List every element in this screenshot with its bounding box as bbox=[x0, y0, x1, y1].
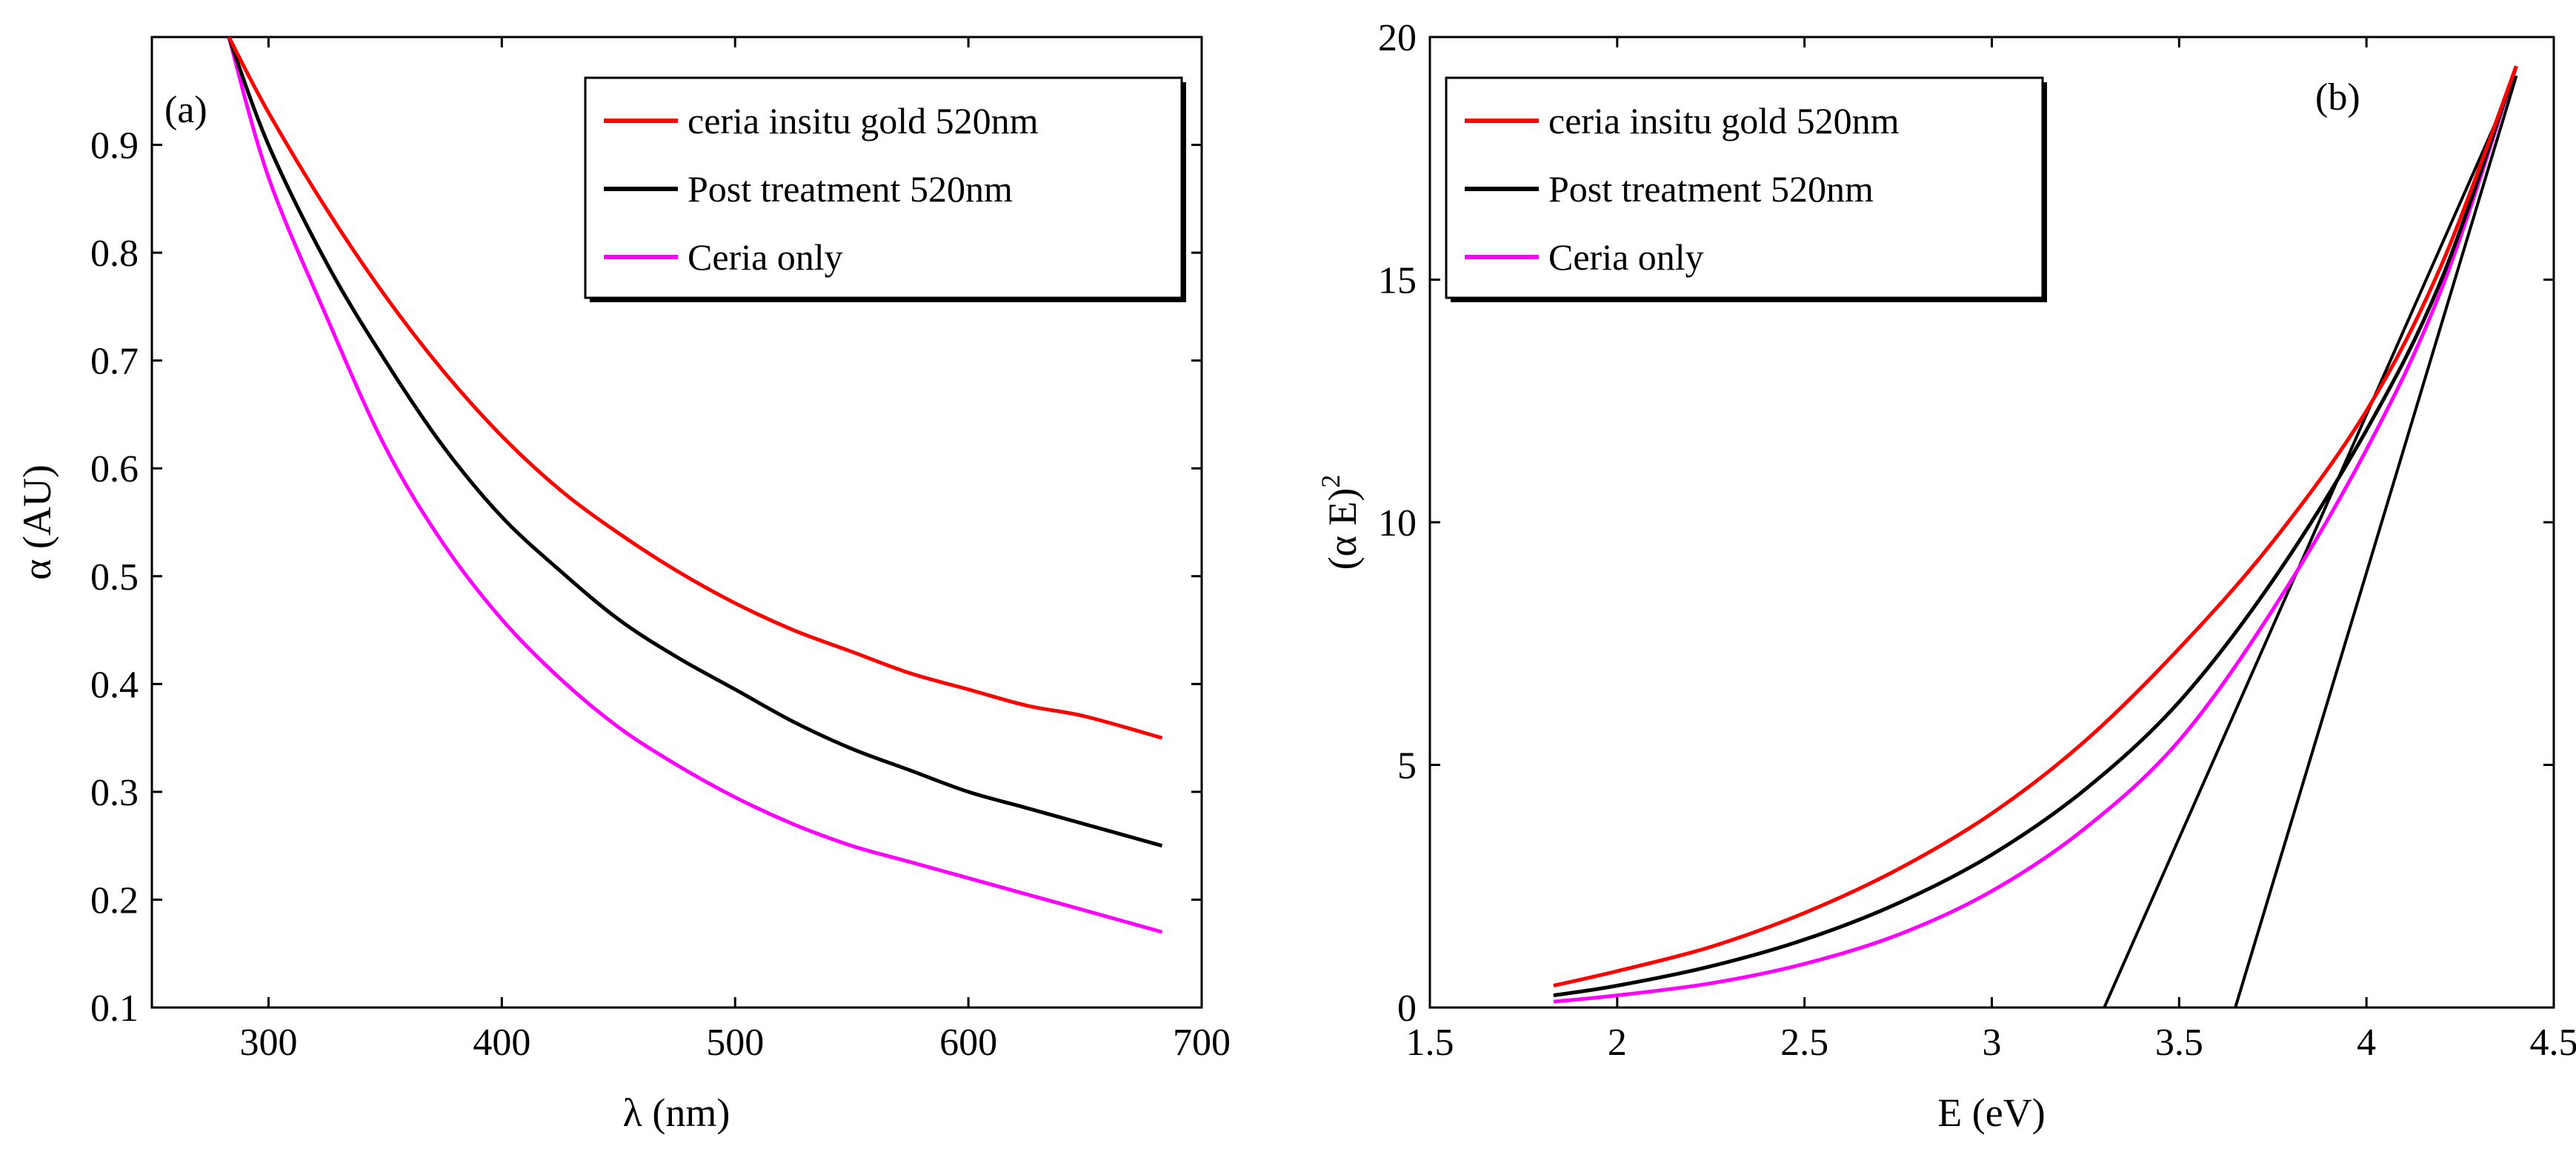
y-tick-label: 0.9 bbox=[90, 125, 139, 167]
y-tick-label: 0.2 bbox=[90, 879, 139, 922]
x-tick-label: 500 bbox=[706, 1022, 764, 1064]
legend-label: Ceria only bbox=[1548, 236, 1704, 278]
x-tick-label: 4 bbox=[2357, 1022, 2376, 1064]
legend-label: ceria insitu gold 520nm bbox=[688, 100, 1039, 141]
y-axis-title: (α E)2 bbox=[1316, 475, 1365, 570]
y-tick-label: 0.5 bbox=[90, 556, 139, 599]
x-tick-label: 2 bbox=[1608, 1022, 1627, 1064]
panel-label: (b) bbox=[2315, 76, 2360, 119]
x-tick-label: 600 bbox=[939, 1022, 997, 1064]
y-tick-label: 20 bbox=[1378, 17, 1417, 59]
y-tick-label: 0.8 bbox=[90, 233, 139, 275]
x-axis-title: E (eV) bbox=[1937, 1090, 2045, 1135]
x-tick-label: 3 bbox=[1983, 1022, 2002, 1064]
series-line bbox=[227, 37, 1163, 934]
y-tick-label: 10 bbox=[1378, 502, 1417, 544]
x-axis-title: λ (nm) bbox=[623, 1090, 730, 1135]
plot-frame bbox=[150, 36, 1203, 1009]
legend-box bbox=[584, 76, 1183, 299]
series-group bbox=[227, 37, 1163, 934]
x-tick-label: 300 bbox=[239, 1022, 297, 1064]
legend-box bbox=[1445, 76, 2044, 299]
series-line bbox=[227, 37, 1163, 740]
chart-panel-a: 300 400 500 600 700 0.1 0.2 0.3 0.4 0.5 0.6 0.7 0.8 0… bbox=[15, 36, 1231, 1135]
x-tick-label: 700 bbox=[1173, 1022, 1231, 1064]
legend-label: ceria insitu gold 520nm bbox=[1548, 100, 1900, 141]
legend-label: Ceria only bbox=[688, 236, 843, 278]
y-tick-label: 15 bbox=[1378, 260, 1417, 302]
legend: ceria insitu gold 520nm Post treatment 52… bbox=[584, 76, 1186, 302]
y-tick-label: 0.3 bbox=[90, 772, 139, 814]
series-group bbox=[1553, 65, 2518, 1008]
y-axis-title: α (AU) bbox=[15, 464, 59, 580]
y-axis-title-base: (α E) bbox=[1320, 488, 1365, 570]
y-tick-label: 0.1 bbox=[90, 988, 139, 1030]
x-tick-label: 400 bbox=[473, 1022, 530, 1064]
panel-label: (a) bbox=[164, 89, 207, 131]
legend-label: Post treatment 520nm bbox=[688, 168, 1013, 210]
y-tick-label: 0.7 bbox=[90, 341, 139, 383]
tangent-line bbox=[2103, 75, 2518, 1008]
series-line bbox=[1553, 65, 2518, 1004]
x-tick-label: 1.5 bbox=[1406, 1022, 1454, 1064]
series-line bbox=[1553, 65, 2518, 988]
y-tick-label: 0.6 bbox=[90, 448, 139, 490]
x-tick-label: 2.5 bbox=[1780, 1022, 1828, 1064]
series-line bbox=[1553, 65, 2518, 998]
legend: ceria insitu gold 520nm Post treatment 52… bbox=[1445, 76, 2047, 302]
y-tick-label: 0.4 bbox=[90, 664, 139, 706]
y-tick-label: 0 bbox=[1397, 988, 1417, 1030]
series-line bbox=[227, 37, 1163, 848]
y-axis-title-superscript: 2 bbox=[1316, 475, 1345, 488]
tangent-line bbox=[2234, 75, 2518, 1008]
x-tick-label: 3.5 bbox=[2155, 1022, 2203, 1064]
y-tick-label: 5 bbox=[1397, 745, 1417, 787]
legend-label: Post treatment 520nm bbox=[1548, 168, 1874, 210]
x-tick-label: 4.5 bbox=[2530, 1022, 2576, 1064]
